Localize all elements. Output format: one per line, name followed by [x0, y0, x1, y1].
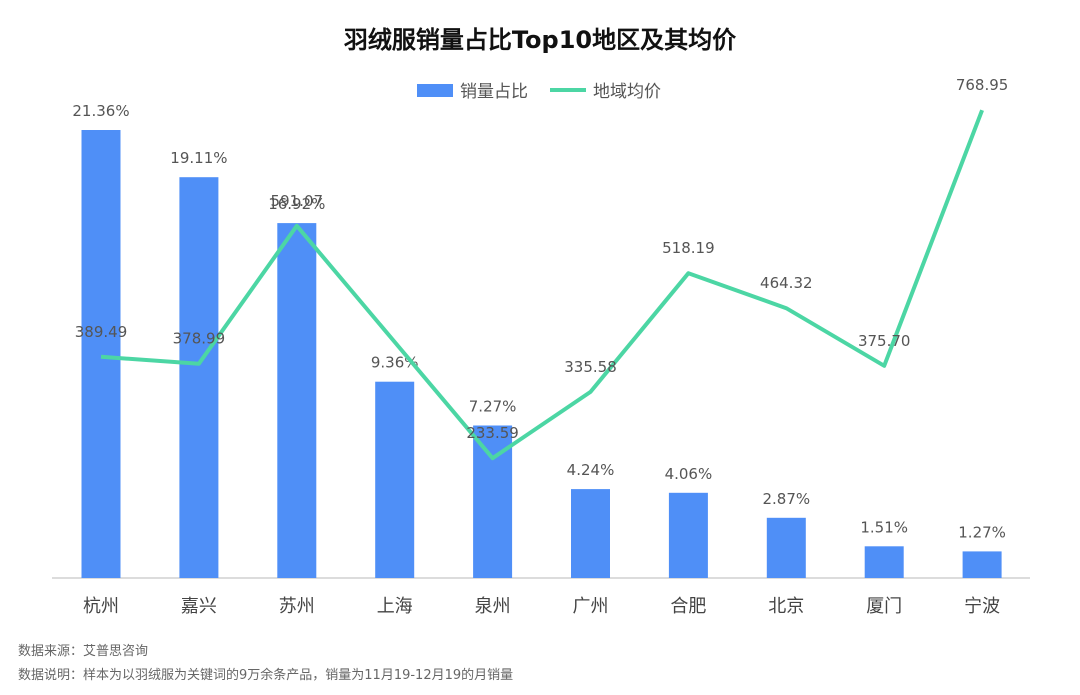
x-tick-2: 苏州	[279, 596, 315, 617]
bar-label-7: 2.87%	[762, 490, 810, 508]
legend-bar-label: 销量占比	[460, 82, 528, 102]
bar-7	[766, 517, 806, 578]
bar-label-8: 1.51%	[860, 518, 908, 536]
line-label-8: 375.70	[858, 332, 911, 350]
bar-label-1: 19.11%	[170, 149, 227, 167]
x-tick-3: 上海	[377, 596, 413, 617]
x-tick-8: 厦门	[866, 596, 902, 617]
bar-3	[375, 381, 415, 578]
bar-label-5: 4.24%	[567, 461, 615, 479]
x-tick-4: 泉州	[475, 596, 511, 617]
line-label-1: 378.99	[173, 330, 226, 348]
bar-label-2: 16.92%	[268, 195, 325, 213]
bar-8	[864, 546, 904, 578]
line-label-4: 233.59	[466, 424, 519, 442]
line-label-9: 768.95	[956, 76, 1009, 94]
x-tick-5: 广州	[573, 596, 609, 617]
x-tick-6: 合肥	[670, 596, 706, 617]
bar-1	[179, 177, 219, 578]
bar-6	[668, 492, 708, 578]
line-label-2: 591.07	[271, 192, 324, 210]
line-label-7: 464.32	[760, 274, 813, 292]
bar-5	[571, 489, 610, 578]
legend-line-label: 地域均价	[593, 82, 661, 102]
line-label-5: 335.58	[564, 358, 617, 376]
footer-note: 数据说明：样本为以羽绒服为关键词的9万余条产品，销量为11月19-12月19的月…	[18, 668, 514, 683]
legend: 销量占比 地域均价	[417, 82, 661, 102]
x-tick-1: 嘉兴	[181, 596, 217, 617]
chart-title: 羽绒服销量占比Top10地区及其均价	[344, 26, 737, 54]
bar-label-9: 1.27%	[958, 523, 1006, 541]
line-label-6: 518.19	[662, 239, 715, 257]
x-tick-0: 杭州	[83, 596, 119, 617]
line-label-0: 389.49	[75, 323, 128, 341]
bar-0	[81, 130, 121, 578]
legend-bar-swatch	[417, 84, 453, 97]
bar-label-4: 7.27%	[469, 398, 517, 416]
price-line	[100, 109, 984, 461]
x-tick-7: 北京	[768, 596, 804, 617]
chart: 羽绒服销量占比Top10地区及其均价 销量占比 地域均价 21.36% 19.11…	[52, 26, 1030, 617]
footer-source: 数据来源：艾普思咨询	[18, 644, 149, 659]
bar-2	[277, 223, 317, 578]
bar-label-0: 21.36%	[72, 102, 129, 120]
bar-label-6: 4.06%	[665, 465, 713, 483]
bar-9	[962, 551, 1002, 578]
x-tick-9: 宁波	[964, 596, 1000, 617]
